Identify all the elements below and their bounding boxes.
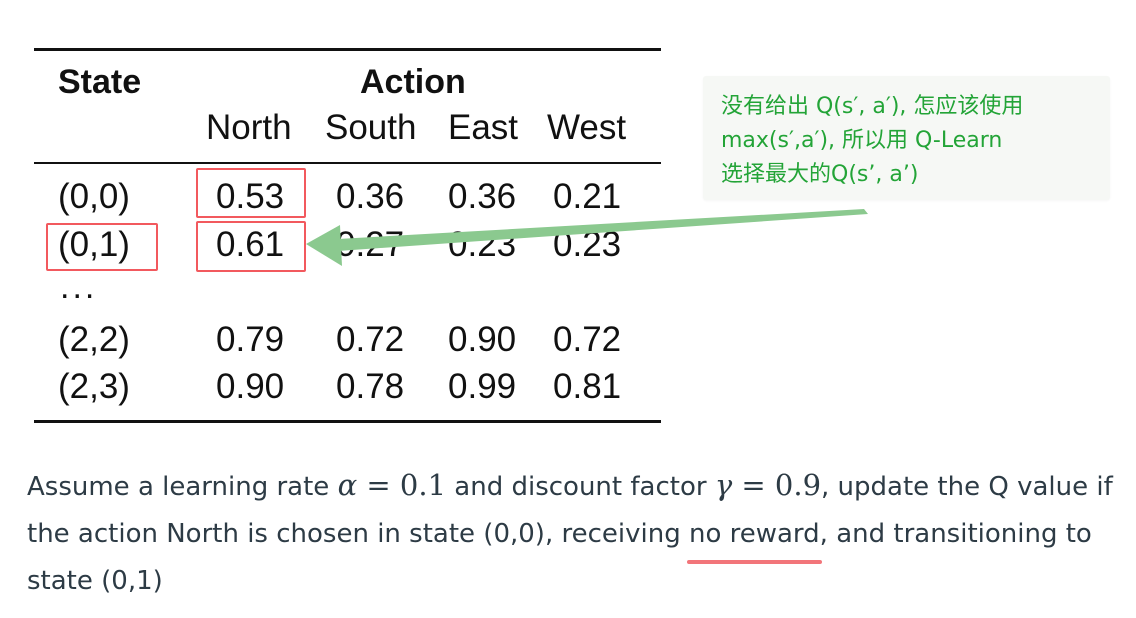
q-cell-2-3-east: 0.99 [448,367,517,406]
highlight-box-state-0-1 [46,223,158,271]
q-cell-0-1-east: 0.23 [448,225,517,264]
column-header-north: North [206,108,292,147]
row-ellipsis: ... [60,268,98,306]
annotation-note: 没有给出 Q(s′, a′), 怎应该使用 max(s′,a′), 所以用 Q-… [703,76,1110,200]
q-cell-2-3-north: 0.90 [216,367,285,406]
gamma-equals: = [732,468,775,502]
q-cell-2-2-east: 0.90 [448,320,517,359]
q-cell-2-2-west: 0.72 [553,320,622,359]
q-value-table: State Action North South East West (0,0)… [34,48,661,424]
row-state-0-1: (0,1) [58,225,130,264]
annotation-line-3: 选择最大的Q(s’, a’) [721,162,919,187]
alpha-symbol: α [337,468,358,502]
table-top-rule [34,48,661,51]
q-cell-0-0-south: 0.36 [336,177,405,216]
q-cell-0-0-east: 0.36 [448,177,517,216]
gamma-symbol: γ [714,468,733,502]
question-text-1: Assume a learning rate [27,472,338,502]
table-header-rule [34,162,661,164]
q-cell-2-2-south: 0.72 [336,320,405,359]
annotation-line-2: max(s′,a′), 所以用 Q-Learn [721,128,1003,153]
column-header-south: South [325,108,417,147]
no-reward-underlined: no reward [686,511,822,564]
row-state-0-0: (0,0) [58,177,130,216]
column-header-east: East [448,108,519,147]
highlight-box-q-0-0-north [196,168,306,218]
state-header: State [58,63,142,101]
question-text-2: and discount factor [446,472,715,502]
table-bottom-rule [34,420,661,423]
annotation-line-1: 没有给出 Q(s′, a′), 怎应该使用 [721,94,1024,119]
q-cell-2-3-west: 0.81 [553,367,622,406]
row-state-2-3: (2,3) [58,367,130,406]
question-text-4: , and transitioning to state (0,1) [27,519,1092,596]
action-header: Action [360,63,466,101]
gamma-value: 0.9 [774,468,822,502]
q-cell-0-1-west: 0.23 [553,225,622,264]
q-cell-2-2-north: 0.79 [216,320,285,359]
q-cell-0-0-west: 0.21 [553,177,622,216]
alpha-equals: = [357,468,400,502]
q-cell-0-1-south: 0.27 [336,225,405,264]
column-header-west: West [547,108,627,147]
q-cell-0-1-north: 0.61 [216,225,285,264]
row-state-2-2: (2,2) [58,320,130,359]
alpha-value: 0.1 [399,468,447,502]
question-text-3: , update the Q value if the action North… [27,472,1113,549]
question-paragraph: Assume a learning rate α = 0.1 and disco… [27,462,1117,605]
highlight-box-q-0-1-north [196,221,306,272]
q-cell-0-0-north: 0.53 [216,177,285,216]
q-cell-2-3-south: 0.78 [336,367,405,406]
